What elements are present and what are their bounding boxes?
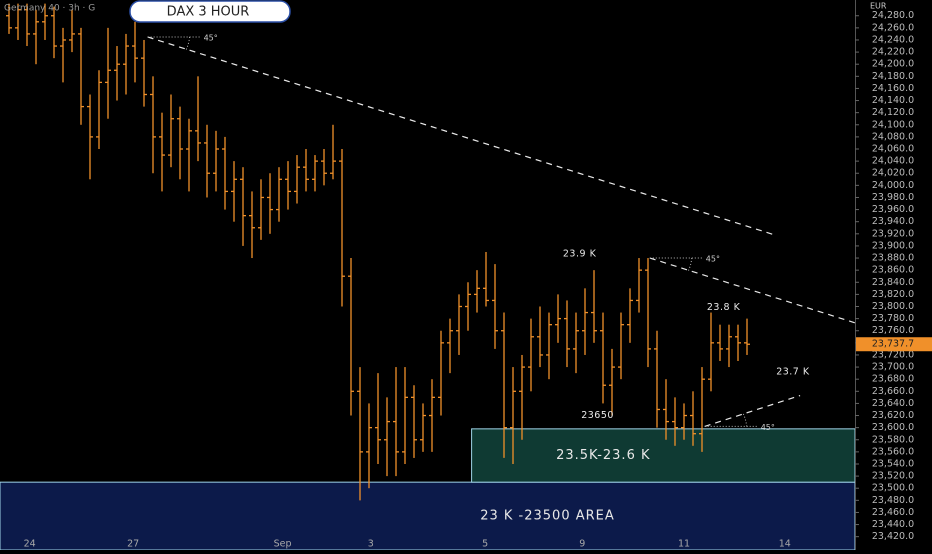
- y-tick-label: 24,000.0: [872, 180, 914, 191]
- x-tick-label: 11: [678, 539, 690, 550]
- y-tick-label: 23,840.0: [872, 277, 914, 288]
- y-tick-label: 23,980.0: [872, 192, 914, 203]
- x-tick-label: Sep: [274, 539, 292, 550]
- x-tick-label: 24: [24, 539, 36, 550]
- zone-label: 23 K -23500 AREA: [480, 509, 615, 524]
- last-price-box: [856, 337, 932, 352]
- y-tick-label: 24,080.0: [872, 131, 914, 142]
- y-tick-label: 23,960.0: [872, 204, 914, 215]
- angle-label: 45°: [204, 33, 218, 42]
- y-tick-label: 24,140.0: [872, 95, 914, 106]
- y-tick-label: 24,260.0: [872, 22, 914, 33]
- last-price-label: 23,737.7: [872, 339, 914, 350]
- y-tick-label: 24,200.0: [872, 59, 914, 70]
- y-tick-label: 24,040.0: [872, 156, 914, 167]
- x-tick-label: 9: [579, 539, 585, 550]
- trendline: [704, 394, 801, 428]
- zone: [471, 428, 856, 483]
- zone: [0, 481, 856, 551]
- angle-label: 45°: [706, 255, 720, 264]
- y-tick-label: 23,640.0: [872, 398, 914, 409]
- annotation: 23650: [581, 410, 614, 421]
- plot: 45° 45° 45° 23.9 K 23.8 K 23.7 K 23650: [6, 3, 856, 501]
- y-tick-label: 23,620.0: [872, 410, 914, 421]
- y-tick-label: 24,280.0: [872, 10, 914, 21]
- y-tick-label: 23,760.0: [872, 325, 914, 336]
- y-tick-label: 24,060.0: [872, 144, 914, 155]
- y-tick-label: 23,920.0: [872, 228, 914, 239]
- angle-arc: [185, 36, 191, 52]
- y-tick-label: 23,680.0: [872, 374, 914, 385]
- y-tick-label: 24,120.0: [872, 107, 914, 118]
- y-tick-label: 23,600.0: [872, 422, 914, 433]
- angle-arc: [687, 257, 693, 273]
- y-tick-label: 23,580.0: [872, 434, 914, 445]
- y-tick-label: 23,900.0: [872, 240, 914, 251]
- symbol-header: Germany 40 · 3h · G: [4, 4, 95, 14]
- y-tick-label: 23,520.0: [872, 471, 914, 482]
- y-tick-label: 23,540.0: [872, 458, 914, 469]
- zones: 23 K -23500 AREA 23.5K-23.6 K: [0, 428, 856, 551]
- y-tick-label: 23,500.0: [872, 483, 914, 494]
- zone-label: 23.5K-23.6 K: [556, 448, 650, 463]
- y-tick-label: 23,660.0: [872, 386, 914, 397]
- title-box: [129, 0, 291, 23]
- y-tick-label: 23,560.0: [872, 446, 914, 457]
- price-axis-panel: [855, 0, 932, 550]
- x-tick-label: 5: [482, 539, 488, 550]
- y-tick-label: 23,720.0: [872, 349, 914, 360]
- y-tick-label: 24,220.0: [872, 47, 914, 58]
- y-tick-label: 24,240.0: [872, 34, 914, 45]
- x-tick-label: 3: [368, 539, 374, 550]
- y-tick-label: 24,160.0: [872, 83, 914, 94]
- y-tick-label: 24,020.0: [872, 168, 914, 179]
- y-tick-label: 23,700.0: [872, 362, 914, 373]
- y-tick-label: 24,100.0: [872, 119, 914, 130]
- annotation: 23.8 K: [707, 302, 741, 313]
- y-tick-label: 23,940.0: [872, 216, 914, 227]
- y-tick-label: 23,880.0: [872, 253, 914, 264]
- y-tick-label: 23,780.0: [872, 313, 914, 324]
- annotation: 23.9 K: [563, 248, 597, 259]
- x-tick-label: 27: [127, 539, 139, 550]
- currency: EUR: [870, 2, 887, 11]
- x-tick-label: 14: [779, 539, 791, 550]
- y-tick-label: 23,460.0: [872, 507, 914, 518]
- angle-arc: [742, 412, 748, 427]
- angle-label: 45°: [761, 423, 775, 432]
- chart-title: DAX 3 HOUR: [167, 5, 250, 20]
- y-tick-label: 24,180.0: [872, 71, 914, 82]
- annotation: 23.7 K: [776, 366, 810, 377]
- y-tick-label: 23,480.0: [872, 495, 914, 506]
- y-tick-label: 23,820.0: [872, 289, 914, 300]
- y-tick-label: 23,440.0: [872, 519, 914, 530]
- y-tick-label: 23,800.0: [872, 301, 914, 312]
- y-tick-label: 23,420.0: [872, 531, 914, 542]
- trendline: [649, 257, 856, 324]
- y-tick-label: 23,860.0: [872, 265, 914, 276]
